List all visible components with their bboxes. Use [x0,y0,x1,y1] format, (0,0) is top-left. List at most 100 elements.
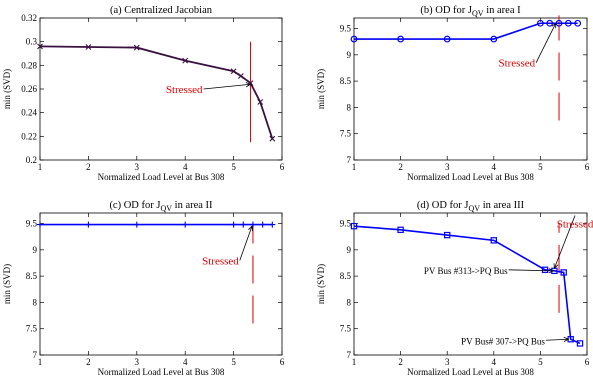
x-tick-label: 4 [183,162,188,172]
annotation-arrow [545,338,569,341]
chart-panel-3: (c) OD for JQV in area II 1 2 3 4 5 6 7 7.5 8 8.5 9… [2,200,285,377]
y-tick-label: 8.5 [340,271,352,281]
y-tick-label: 9.5 [26,219,38,229]
y-tick-label: 9 [347,50,352,60]
x-tick-label: 4 [492,162,497,172]
data-point [555,19,563,27]
annotation-arrow [239,226,253,261]
x-tick-label: 4 [183,357,188,367]
chart-title-sub: QV [472,9,484,18]
y-tick-label: 8.5 [340,76,352,86]
x-tick-label: 2 [86,357,91,367]
y-axis-label: min (SVD) [2,264,12,304]
y-tick-label: 9.5 [340,24,352,34]
data-point [240,221,247,228]
y-tick-label: 7.5 [26,324,38,334]
y-tick-label: 7 [347,155,352,165]
data-point [37,221,43,228]
chart-panel-4: (d) OD for JQV in area III 1 2 3 4 5 6 7 7.5 8 8.5… [316,200,593,377]
data-point [230,221,237,228]
x-tick-label: 3 [445,162,450,172]
arrow-head-icon [563,336,570,342]
y-tick-label: 0.28 [21,60,37,70]
chart-title-suffix: in area I [484,5,522,16]
y-tick-label: 0.26 [21,84,37,94]
x-tick-label: 5 [231,357,236,367]
axes-frame [39,17,283,161]
x-tick-label: 3 [135,357,140,367]
y-tick-label: 8 [33,297,38,307]
x-tick-label: 2 [86,162,91,172]
y-tick-label: 7 [33,350,38,360]
y-tick-label: 0.32 [21,13,37,23]
data-point [350,222,358,230]
x-tick-label: 2 [398,357,403,367]
x-tick-label: 6 [585,357,590,367]
x-tick-label: 5 [538,162,543,172]
data-point [85,44,92,50]
data-point [37,43,43,50]
data-point [133,221,140,228]
x-tick-label: 2 [398,162,403,172]
y-tick-label: 0.2 [26,155,37,165]
data-point [397,226,404,234]
y-tick-label: 8 [347,102,352,112]
axes-frame [39,212,283,356]
data-point [237,73,244,79]
y-axis-label: min (SVD) [316,264,326,304]
data-point [490,237,498,244]
chart-title-main: (c) OD for J [109,200,160,211]
y-tick-label: 8 [347,297,352,307]
x-tick-label: 5 [538,357,543,367]
chart-title: (b) OD for JQV in area I [420,5,521,18]
data-point [133,44,140,51]
annotation-arrow [508,269,554,272]
y-tick-label: 0.24 [21,108,37,118]
arrow-head-icon [548,268,555,274]
x-tick-label: 1 [38,162,43,172]
y-tick-label: 9 [33,245,38,255]
series-line [354,22,578,40]
x-tick-label: 1 [38,357,43,367]
data-point [269,135,276,142]
annotation-arrow [535,23,557,63]
data-point [350,35,358,43]
annotation-label: Stressed [202,255,239,267]
y-tick-label: 8.5 [26,271,38,281]
data-point [85,221,92,228]
data-point [546,19,554,27]
series-line [353,225,581,345]
chart-title-sub: QV [160,204,172,213]
arrow-head-icon [248,225,253,232]
y-axis-label: min (SVD) [316,69,326,109]
x-tick-label: 1 [352,357,357,367]
chart-title: (c) OD for JQV in area II [109,200,213,213]
data-point [182,221,189,228]
annotation-arrow [203,83,251,90]
chart-panel-1: (a) Centralized Jacobian 1 2 3 4 5 6 0.2 0.22 0.2… [2,5,285,182]
data-point [182,57,189,64]
x-tick-label: 3 [445,357,450,367]
data-point [397,35,405,43]
x-tick-label: 6 [585,162,590,172]
data-point [269,221,276,228]
y-tick-label: 7 [347,350,352,360]
chart-title-main: (b) OD for J [420,5,472,16]
arrow-head-icon [551,22,557,29]
annotation-label: Stressed [166,84,203,96]
x-axis-label: Normalized Load Level at Bus 308 [98,367,225,377]
x-axis-label: Normalized Load Level at Bus 308 [407,367,534,377]
chart-title-suffix: in area II [172,200,213,211]
data-point [576,340,584,347]
x-tick-label: 4 [492,357,497,367]
arrow-head-icon [245,82,252,88]
annotation-label: PV Bus #313->PQ Bus [424,266,508,276]
chart-title-main: (d) OD for J [417,200,469,211]
y-tick-label: 0.22 [21,131,37,141]
annotation-label: Stressed [557,219,593,231]
annotation-arrow [554,215,576,269]
y-tick-label: 7.5 [340,324,352,334]
x-tick-label: 6 [280,162,285,172]
x-axis-label: Normalized Load Level at Bus 308 [407,172,534,182]
y-axis-label: min (SVD) [2,69,12,109]
